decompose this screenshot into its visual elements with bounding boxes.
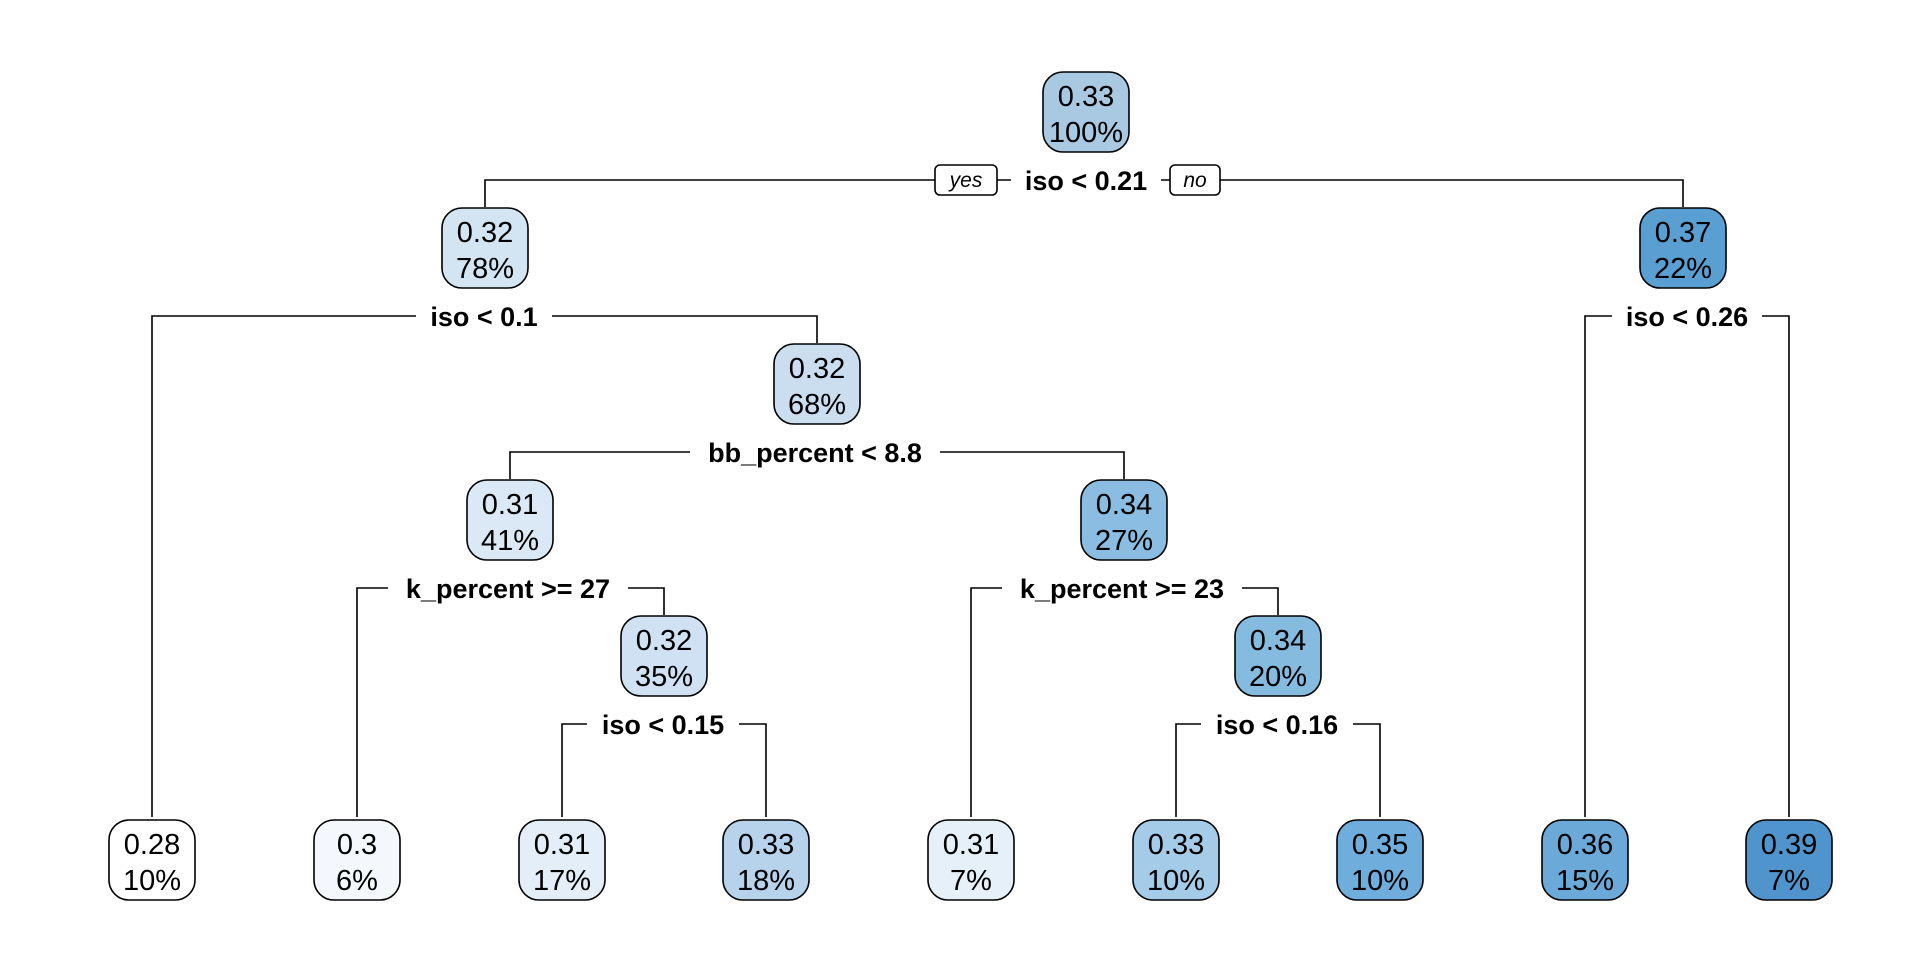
node-percent: 15%: [1556, 865, 1614, 897]
split-label: iso < 0.1: [430, 302, 537, 332]
node-box: [722, 819, 810, 901]
node-value: 0.34: [1096, 489, 1152, 521]
node-value: 0.31: [943, 829, 999, 861]
node-value: 0.31: [534, 829, 590, 861]
node-percent: 27%: [1095, 525, 1153, 557]
node-value: 0.33: [1148, 829, 1204, 861]
node-11: 0.34 27%: [1080, 479, 1168, 561]
split-label-node2: iso < 0.1: [416, 298, 552, 334]
node-value: 0.33: [738, 829, 794, 861]
leaf-node: 0.36%: [313, 819, 401, 901]
node-percent: 10%: [1351, 865, 1409, 897]
node-value: 0.28: [124, 829, 180, 861]
node-box: [313, 819, 401, 901]
edge-node10: [356, 587, 665, 817]
split-label: iso < 0.15: [602, 710, 724, 740]
node-value: 0.32: [636, 625, 692, 657]
split-label: k_percent >= 27: [406, 574, 610, 604]
node-percent: 41%: [481, 525, 539, 557]
node-value: 0.35: [1352, 829, 1408, 861]
node-box: [1234, 615, 1322, 697]
node-percent: 20%: [1249, 661, 1307, 693]
split-label: k_percent >= 23: [1020, 574, 1224, 604]
split-label-node23: iso < 0.16: [1201, 706, 1353, 742]
branch-no-tag: no: [1169, 164, 1221, 196]
edge-node11: [970, 587, 1279, 817]
node-percent: 35%: [635, 661, 693, 693]
leaf-node: 0.35 10%: [1336, 819, 1424, 901]
node-23: 0.34 20%: [1234, 615, 1322, 697]
node-5: 0.32 68%: [773, 343, 861, 425]
node-percent: 10%: [1147, 865, 1205, 897]
node-value: 0.3: [337, 829, 377, 861]
node-percent: 100%: [1049, 117, 1123, 149]
node-box: [773, 343, 861, 425]
node-percent: 6%: [336, 865, 378, 897]
node-box: [1745, 819, 1833, 901]
node-percent: 68%: [788, 389, 846, 421]
node-percent: 22%: [1654, 253, 1712, 285]
branch-yes-label: yes: [948, 169, 983, 192]
split-label: iso < 0.21: [1025, 166, 1147, 196]
node-value: 0.32: [457, 217, 513, 249]
tree-edges: [151, 179, 1790, 817]
node-box: [620, 615, 708, 697]
split-labels: iso < 0.21 iso < 0.1 iso < 0.26 bb_perce…: [388, 162, 1762, 742]
node-box: [1541, 819, 1629, 901]
node-value: 0.37: [1655, 217, 1711, 249]
node-percent: 7%: [1768, 865, 1810, 897]
leaf-node: 0.31 17%: [518, 819, 606, 901]
leaf-node: 0.28 10%: [108, 819, 196, 901]
split-label-node3: iso < 0.26: [1612, 298, 1762, 334]
split-label-node5: bb_percent < 8.8: [690, 434, 940, 470]
split-label-root: iso < 0.21: [1011, 162, 1161, 198]
split-label-node21: iso < 0.15: [587, 706, 739, 742]
node-box: [108, 819, 196, 901]
leaf-node: 0.36 15%: [1541, 819, 1629, 901]
node-value: 0.31: [482, 489, 538, 521]
node-3: 0.37 22%: [1639, 207, 1727, 289]
node-value: 0.32: [789, 353, 845, 385]
leaf-node: 0.39 7%: [1745, 819, 1833, 901]
node-percent: 78%: [456, 253, 514, 285]
node-box: [1042, 71, 1130, 153]
split-label: bb_percent < 8.8: [708, 438, 922, 468]
tree-nodes: 0.33 100% 0.32 78% 0.37 22% 0.32 68% 0.31 41%…: [108, 71, 1833, 901]
leaf-node: 0.31 7%: [927, 819, 1015, 901]
node-box: [1639, 207, 1727, 289]
node-percent: 18%: [737, 865, 795, 897]
node-value: 0.36: [1557, 829, 1613, 861]
split-label: iso < 0.16: [1216, 710, 1338, 740]
node-value: 0.34: [1250, 625, 1306, 657]
node-root: 0.33 100%: [1042, 71, 1130, 153]
node-percent: 17%: [533, 865, 591, 897]
node-percent: 7%: [950, 865, 992, 897]
split-label-node10: k_percent >= 27: [388, 570, 628, 606]
leaf-node: 0.33 10%: [1132, 819, 1220, 901]
split-label: iso < 0.26: [1626, 302, 1748, 332]
node-2: 0.32 78%: [441, 207, 529, 289]
node-box: [441, 207, 529, 289]
node-value: 0.39: [1761, 829, 1817, 861]
branch-yes-tag: yes: [934, 164, 998, 196]
node-box: [927, 819, 1015, 901]
leaf-node: 0.33 18%: [722, 819, 810, 901]
node-box: [518, 819, 606, 901]
node-21: 0.32 35%: [620, 615, 708, 697]
node-10: 0.31 41%: [466, 479, 554, 561]
node-percent: 10%: [123, 865, 181, 897]
split-label-node11: k_percent >= 23: [1002, 570, 1242, 606]
node-box: [1080, 479, 1168, 561]
node-box: [466, 479, 554, 561]
node-box: [1132, 819, 1220, 901]
branch-no-label: no: [1183, 169, 1207, 192]
edge-node3: [1584, 315, 1790, 817]
node-value: 0.33: [1058, 81, 1114, 113]
node-box: [1336, 819, 1424, 901]
